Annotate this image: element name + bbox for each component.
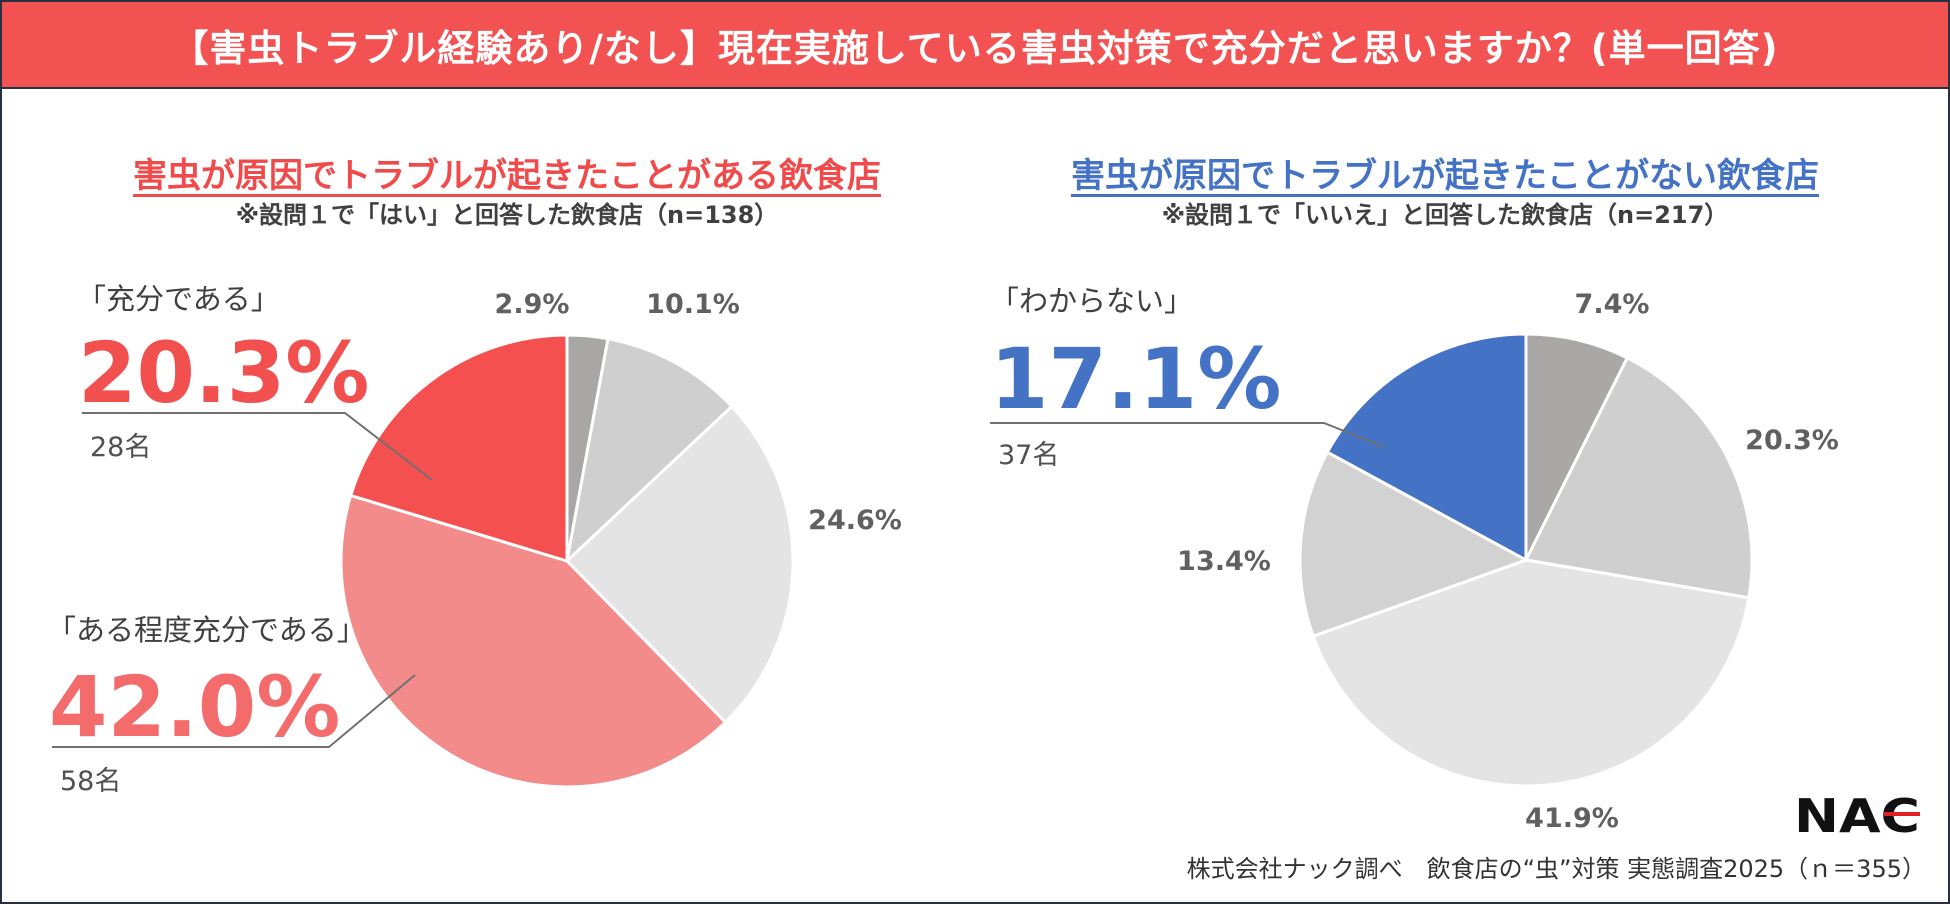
- nac-logo: NAC: [1794, 792, 1920, 836]
- source-footnote: 株式会社ナック調べ 飲食店の“虫”対策 実態調査2025（ｎ＝355）: [1186, 855, 1926, 883]
- right-chart-subtitle: ※設問１で「いいえ」と回答した飲食店（n=217）: [1161, 201, 1729, 229]
- right-pie-slice-2: [1311, 558, 1751, 788]
- right-slice-label-7-4: 7.4%: [1575, 289, 1650, 320]
- right-slice-label-20-3: 20.3%: [1745, 425, 1839, 456]
- left-callout-leader-2: [52, 674, 416, 748]
- left-slice-label-10-1: 10.1%: [646, 289, 740, 320]
- left-chart-title: 害虫が原因でトラブルが起きたことがある飲食店: [133, 156, 881, 196]
- right-pie-slice-4: [1325, 332, 1528, 563]
- left-callout-percent-1: 20.3%: [78, 324, 369, 422]
- left-callout-category-2: 「ある程度充分である」: [47, 613, 366, 647]
- left-pie-slice-1: [564, 337, 734, 566]
- left-slice-label-2-9: 2.9%: [495, 289, 570, 320]
- left-pie-slice-3: [339, 493, 728, 789]
- left-callout-count-2: 58名: [60, 766, 121, 797]
- right-slice-label-41-9: 41.9%: [1525, 803, 1619, 834]
- left-pie: [339, 333, 795, 789]
- right-callout-leader: [990, 422, 1385, 448]
- right-pie: [1298, 332, 1754, 788]
- right-pie-slice-3: [1298, 450, 1530, 639]
- right-pie-slice-0: [1524, 332, 1630, 561]
- right-chart-title: 害虫が原因でトラブルが起きたことがない飲食店: [1071, 156, 1819, 196]
- header-title: 【害虫トラブル経験あり/なし】現在実施している害虫対策で充分だと思いますか？(単…: [2, 2, 1948, 89]
- right-callout-percent: 17.1%: [990, 330, 1281, 428]
- right-slice-label-13-4: 13.4%: [1177, 546, 1271, 577]
- left-callout-category-1: 「充分である」: [77, 282, 280, 316]
- left-slice-label-24-6: 24.6%: [808, 505, 902, 536]
- left-pie-slice-2: [564, 404, 795, 725]
- right-callout-category: 「わからない」: [990, 284, 1193, 318]
- left-callout-percent-2: 42.0%: [49, 658, 340, 756]
- left-pie-slice-4: [348, 333, 569, 564]
- right-callout-count: 37名: [998, 440, 1059, 471]
- left-callout-count-1: 28名: [90, 432, 151, 463]
- left-chart-subtitle: ※設問１で「はい」と回答した飲食店（n=138）: [235, 201, 779, 229]
- left-callout-leader-1: [82, 412, 433, 481]
- right-pie-slice-1: [1523, 355, 1754, 600]
